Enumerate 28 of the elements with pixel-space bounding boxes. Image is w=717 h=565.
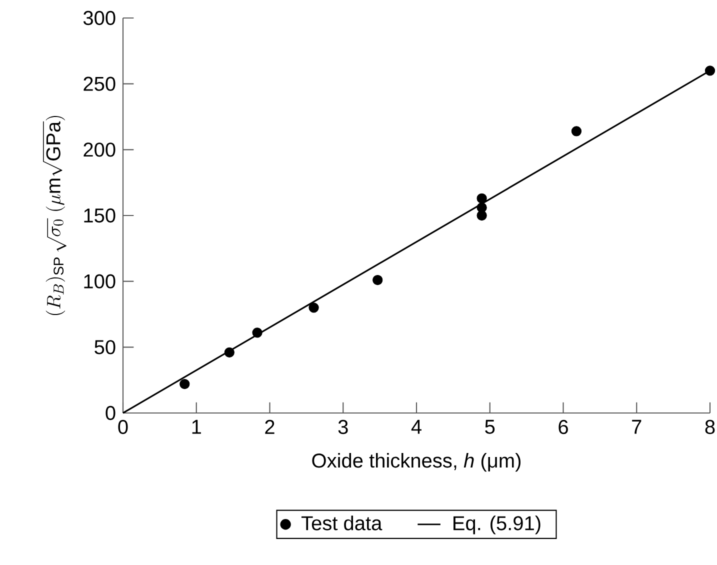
x-axis-title: Oxide thickness, h (μm) xyxy=(312,453,520,472)
x-tick-label: 3 xyxy=(338,420,348,434)
point xyxy=(224,347,234,358)
x-tick-label: 0 xyxy=(118,420,128,434)
y-tick-label: 150 xyxy=(84,208,116,223)
x-tick-label: 6 xyxy=(558,420,568,434)
y-tick-label: 50 xyxy=(94,340,116,354)
x-tick-label: 2 xyxy=(265,420,274,434)
x-tick-label: 7 xyxy=(632,420,642,434)
y-tick-label: 300 xyxy=(83,10,116,26)
x-tick-label: 1 xyxy=(192,420,201,434)
y-tick-label: 250 xyxy=(84,76,116,91)
point xyxy=(308,302,319,313)
x-tick-label: 8 xyxy=(705,420,715,434)
point xyxy=(476,210,487,221)
point xyxy=(372,274,383,286)
point xyxy=(252,328,262,338)
point xyxy=(571,126,582,136)
y-axis-title: $(R_B)_{\mathrm{SP}}\,\sqrt{\sigma_0}\ (\mu\mathrm{m}\sqrt{\mathrm{GPa}})$ xyxy=(43,116,66,316)
point xyxy=(180,378,190,390)
x-tick-label: 4 xyxy=(411,420,422,434)
y-tick-label: 100 xyxy=(84,274,116,288)
y-tick-label: 0 xyxy=(106,406,116,420)
y-tick-label: 200 xyxy=(84,142,116,157)
x-tick-label: 5 xyxy=(485,420,495,434)
legend-label: Test data xyxy=(301,516,382,530)
point xyxy=(476,193,487,204)
legend-label: Eq. (5.91) xyxy=(454,516,540,534)
